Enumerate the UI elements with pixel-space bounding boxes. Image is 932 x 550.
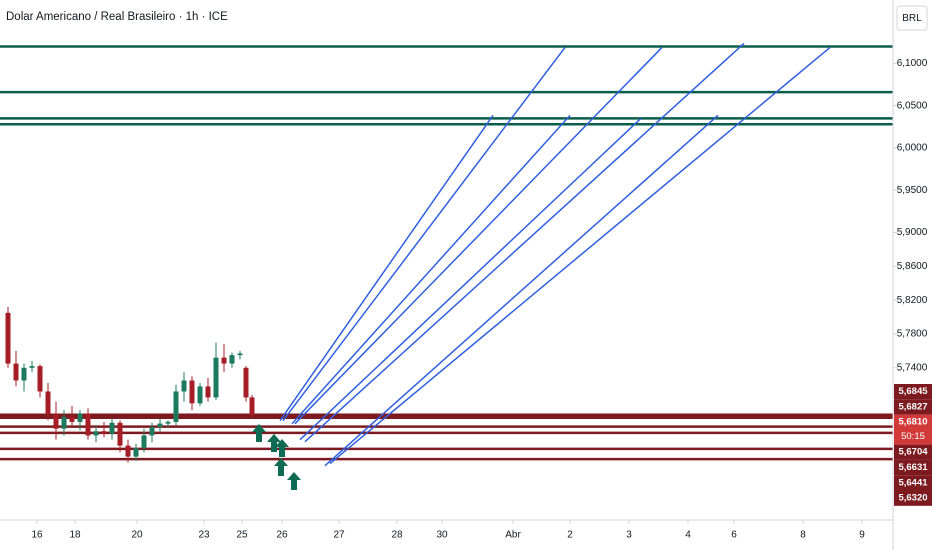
candle-body bbox=[61, 416, 67, 429]
candle-body bbox=[125, 445, 131, 457]
trend-line bbox=[282, 46, 566, 422]
trend-line bbox=[329, 46, 831, 465]
y-tick-label: 5,9500 bbox=[897, 185, 928, 196]
countdown: 50:15 bbox=[901, 431, 925, 442]
candle-body bbox=[229, 355, 235, 364]
candle-body bbox=[29, 366, 35, 368]
x-tick-label: 23 bbox=[198, 530, 210, 541]
arrow bbox=[252, 424, 266, 442]
candle-body bbox=[101, 431, 107, 434]
arrow bbox=[267, 434, 281, 452]
x-tick-label: 25 bbox=[236, 530, 248, 541]
price-label-bg bbox=[894, 490, 932, 506]
candle-body bbox=[197, 386, 203, 404]
candle-body bbox=[77, 413, 83, 422]
y-tick-label: 6,0500 bbox=[897, 100, 928, 111]
x-tick-label: 18 bbox=[69, 530, 81, 541]
buy-arrows bbox=[252, 424, 301, 490]
candle-body bbox=[109, 422, 115, 434]
candle-body bbox=[5, 312, 11, 364]
price-label: 5,6704 bbox=[898, 447, 928, 458]
price-label: 5,6631 bbox=[898, 462, 928, 473]
y-tick-label: 5,9000 bbox=[897, 227, 928, 238]
x-tick-label: 27 bbox=[333, 530, 345, 541]
trend-line bbox=[299, 117, 642, 441]
candle-body bbox=[13, 363, 19, 381]
candle-body bbox=[117, 422, 123, 446]
price-label-bg bbox=[894, 399, 932, 415]
currency-button[interactable] bbox=[896, 5, 928, 31]
candle-body bbox=[21, 367, 27, 381]
price-label: 5,6320 bbox=[898, 493, 927, 504]
arrow bbox=[274, 458, 288, 476]
y-tick-label: 5,8200 bbox=[897, 295, 928, 306]
candle-body bbox=[173, 391, 179, 422]
candle-body bbox=[69, 416, 75, 422]
y-tick-label: 6,0000 bbox=[897, 143, 928, 154]
y-tick-label: 5,8600 bbox=[897, 261, 928, 272]
x-tick-label: 9 bbox=[859, 530, 865, 541]
candle-body bbox=[85, 413, 91, 436]
currency[interactable]: BRL bbox=[902, 13, 922, 24]
trend-line bbox=[294, 46, 663, 425]
candle-body bbox=[133, 448, 139, 457]
candle-body bbox=[37, 366, 43, 392]
x-tick-label: 16 bbox=[31, 530, 43, 541]
candle-body bbox=[93, 431, 99, 436]
y-tick-label: 5,7800 bbox=[897, 329, 928, 340]
x-tick-label: 28 bbox=[391, 530, 403, 541]
price-label-bg bbox=[894, 444, 932, 460]
x-tick-label: 2 bbox=[567, 530, 573, 541]
candle-body bbox=[205, 386, 211, 398]
trend-line bbox=[291, 114, 571, 425]
candle-body bbox=[141, 435, 147, 449]
price-label: 5,6810 bbox=[898, 417, 927, 428]
arrow bbox=[287, 472, 301, 490]
candle-body bbox=[149, 426, 155, 436]
y-tick-label: 6,1000 bbox=[897, 58, 928, 69]
candle-body bbox=[237, 353, 243, 356]
trend-line bbox=[304, 42, 745, 443]
trend-line bbox=[279, 114, 494, 422]
x-tick-label: 6 bbox=[731, 530, 737, 541]
candle-body bbox=[243, 367, 249, 398]
price-label-bg bbox=[894, 459, 932, 476]
candle-body bbox=[189, 380, 195, 404]
x-tick-label: 4 bbox=[685, 530, 691, 541]
candle-body bbox=[165, 421, 171, 424]
price-label: 5,6845 bbox=[898, 386, 928, 397]
x-tick-label: 30 bbox=[436, 530, 448, 541]
x-tick-label: 8 bbox=[800, 530, 806, 541]
candle-body bbox=[221, 357, 227, 364]
arrow bbox=[275, 439, 289, 457]
plot-area bbox=[0, 42, 893, 467]
x-tick-label: Abr bbox=[505, 530, 521, 541]
trend-line bbox=[324, 114, 719, 467]
price-label-bg bbox=[894, 414, 932, 445]
axes: 6,1000 6,0500 6,0000 5,9500 5,9000 5,8600 5,82… bbox=[31, 58, 932, 541]
candle-body bbox=[213, 357, 219, 398]
price-label-bg bbox=[894, 475, 932, 491]
candle-body bbox=[53, 414, 59, 429]
price-label: 5,6441 bbox=[898, 477, 928, 488]
price-label: 5,6827 bbox=[898, 401, 927, 412]
x-tick-label: 26 bbox=[276, 530, 288, 541]
candle-body bbox=[157, 423, 163, 427]
price-label-bg bbox=[894, 384, 932, 400]
x-tick-label: 20 bbox=[131, 530, 143, 541]
candle-body bbox=[249, 397, 255, 416]
candle-body bbox=[181, 380, 187, 392]
candle-body bbox=[45, 391, 51, 415]
x-tick-label: 3 bbox=[626, 530, 632, 541]
chart-title: Dolar Americano / Real Brasileiro · 1h ·… bbox=[6, 11, 228, 23]
y-tick-label: 5,7400 bbox=[897, 362, 928, 373]
